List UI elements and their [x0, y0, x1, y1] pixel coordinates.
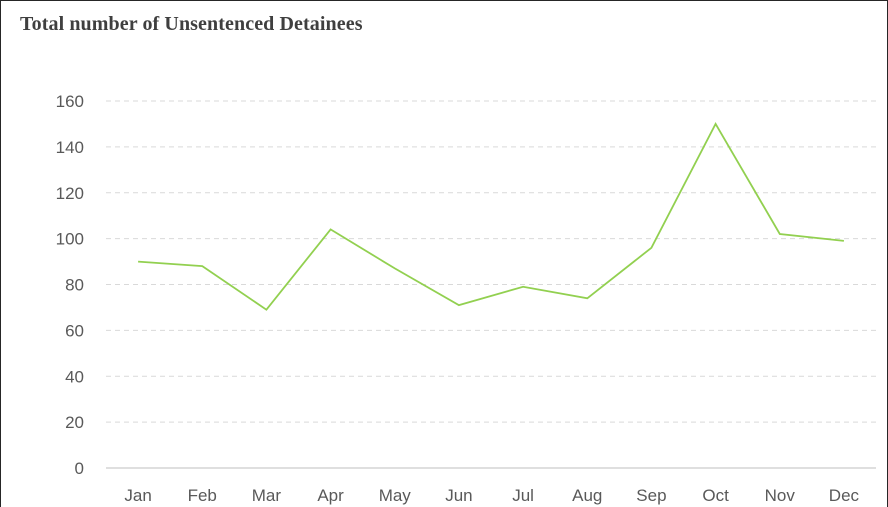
y-tick-label: 40 — [65, 367, 84, 386]
x-tick-label: Apr — [317, 486, 344, 505]
chart-title: Total number of Unsentenced Detainees — [20, 13, 363, 35]
y-tick-label: 20 — [65, 413, 84, 432]
x-tick-label: May — [379, 486, 412, 505]
x-tick-label: Dec — [829, 486, 860, 505]
x-tick-label: Jan — [124, 486, 151, 505]
y-tick-label: 60 — [65, 321, 84, 340]
x-axis-tick-labels: Jan Feb Mar Apr May Jun Jul Aug Sep Oct Nov Dec — [124, 486, 859, 505]
gridlines — [106, 100, 876, 423]
y-tick-label: 140 — [56, 138, 84, 157]
x-tick-label: Jul — [512, 486, 534, 505]
x-tick-label: Sep — [636, 486, 666, 505]
series-line-0 — [138, 122, 844, 311]
x-tick-label: Oct — [702, 486, 729, 505]
x-tick-label: Mar — [252, 486, 282, 505]
x-tick-label: Aug — [572, 486, 602, 505]
y-tick-label: 120 — [56, 184, 84, 203]
y-tick-label: 80 — [65, 276, 84, 295]
x-tick-label: Nov — [765, 486, 796, 505]
y-axis-tick-labels: 0 20 40 60 80 100 120 140 160 — [56, 92, 84, 478]
x-tick-label: Feb — [188, 486, 217, 505]
x-tick-label: Jun — [445, 486, 472, 505]
y-tick-label: 160 — [56, 92, 84, 111]
series-layer — [138, 122, 844, 311]
y-tick-label: 0 — [75, 459, 84, 478]
y-tick-label: 100 — [56, 230, 84, 249]
